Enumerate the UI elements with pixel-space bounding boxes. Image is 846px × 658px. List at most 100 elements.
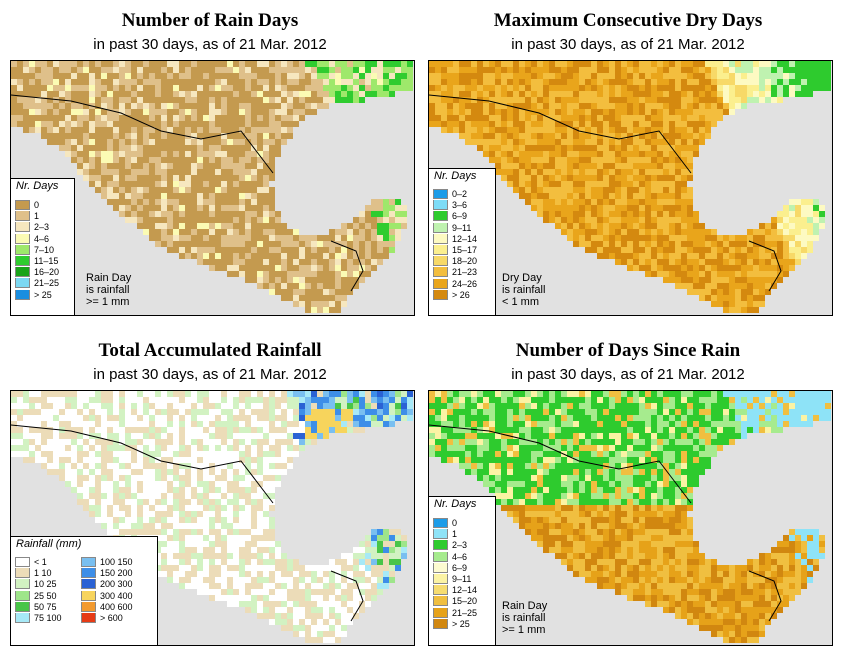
legend-label: 15–20 bbox=[452, 596, 478, 607]
legend-entry: 10 25 bbox=[15, 579, 57, 590]
legend-label: 4–6 bbox=[34, 233, 50, 244]
legend: Nr. Days 0 1 2–3 4–6 6–9 9–11 12–14 15–20 21–25 >… bbox=[428, 496, 496, 646]
legend-swatch bbox=[433, 607, 448, 618]
legend-swatch bbox=[433, 529, 448, 540]
legend-swatch bbox=[15, 256, 30, 266]
panel-title: Number of Days Since Rain bbox=[515, 340, 741, 361]
map-note: Rain Day is rainfall >= 1 mm bbox=[502, 600, 547, 636]
legend-entry: 200 300 bbox=[81, 579, 133, 590]
note-line: is rainfall bbox=[86, 284, 130, 296]
legend-swatch bbox=[433, 200, 448, 211]
legend-entry: 25 50 bbox=[15, 590, 57, 601]
legend-swatch bbox=[433, 267, 448, 278]
legend-label: 9–11 bbox=[452, 222, 472, 233]
legend-entry: 400 600 bbox=[81, 601, 133, 612]
legend-label: > 26 bbox=[452, 289, 470, 300]
legend-entry: 7–10 bbox=[15, 244, 55, 255]
legend-label: 1 bbox=[452, 529, 458, 540]
legend-entry: 16–20 bbox=[15, 267, 60, 278]
legend-label: 0 bbox=[452, 518, 458, 528]
legend-swatch bbox=[15, 613, 30, 623]
legend-label: 6–9 bbox=[452, 562, 468, 573]
legend-label: 1 bbox=[34, 211, 40, 222]
legend-entry: 0 bbox=[15, 200, 39, 210]
map-grid bbox=[11, 391, 413, 643]
panel-subtitle: in past 30 days, as of 21 Mar. 2012 bbox=[93, 366, 327, 383]
legend-swatch bbox=[15, 267, 30, 278]
legend-label: > 25 bbox=[452, 618, 470, 629]
legend-label: 7–10 bbox=[34, 244, 55, 255]
note-line: is rainfall bbox=[502, 284, 546, 296]
legend-label: 16–20 bbox=[34, 267, 60, 278]
legend-label: 300 400 bbox=[100, 590, 133, 601]
legend-entry: 1 10 bbox=[15, 568, 52, 579]
legend-label: 21–25 bbox=[452, 607, 478, 618]
map-grid bbox=[11, 61, 413, 313]
legend-swatch bbox=[15, 244, 30, 255]
legend-swatch bbox=[433, 256, 448, 267]
legend-swatch bbox=[433, 289, 448, 300]
legend-entry: 21–25 bbox=[15, 278, 60, 289]
legend-entry: 6–9 bbox=[433, 562, 468, 573]
legend-swatch bbox=[15, 233, 30, 244]
legend-title: Nr. Days bbox=[434, 170, 477, 182]
legend-label: 10 25 bbox=[34, 579, 57, 590]
legend-swatch bbox=[81, 601, 96, 612]
legend: Nr. Days 0–2 3–6 6–9 9–11 12–14 15–17 18–20 21–… bbox=[428, 168, 496, 316]
legend-swatch bbox=[433, 222, 448, 233]
panel-rain-days: Number of Rain Days in past 30 days, as … bbox=[4, 0, 416, 328]
legend-swatch bbox=[433, 189, 448, 199]
legend-label: 0–2 bbox=[452, 189, 468, 199]
legend-entry: 75 100 bbox=[15, 613, 62, 623]
legend-title: Nr. Days bbox=[434, 498, 477, 510]
legend-entry: > 26 bbox=[433, 289, 470, 300]
legend-entry: 1 bbox=[15, 211, 40, 222]
legend-entry: 18–20 bbox=[433, 256, 477, 267]
legend-label: 15–17 bbox=[452, 245, 478, 255]
legend-label: 2–3 bbox=[34, 222, 50, 233]
legend-entry: < 1 bbox=[15, 557, 47, 567]
country-border bbox=[11, 94, 364, 292]
legend-entry: 1 bbox=[433, 529, 458, 540]
legend-label: 21–25 bbox=[34, 278, 60, 289]
legend-label: 6–9 bbox=[452, 211, 468, 222]
legend-swatch bbox=[81, 568, 96, 579]
legend-swatch bbox=[15, 601, 30, 612]
legend: Nr. Days 0 1 2–3 4–6 7–10 11–15 16–20 21–25 > 25 bbox=[10, 178, 75, 316]
legend-entry: 4–6 bbox=[15, 233, 50, 244]
panel-title: Maximum Consecutive Dry Days bbox=[493, 10, 763, 31]
country-border bbox=[11, 424, 364, 622]
legend-swatch bbox=[433, 278, 448, 289]
legend-label: > 25 bbox=[34, 289, 52, 300]
legend-entry: 24–26 bbox=[433, 278, 478, 289]
map-canvas bbox=[11, 61, 413, 313]
map-total-rainfall bbox=[10, 390, 415, 646]
legend-entry: 300 400 bbox=[81, 590, 133, 601]
legend-swatch bbox=[433, 233, 448, 244]
legend-swatch bbox=[81, 590, 96, 601]
legend-swatch bbox=[15, 557, 30, 567]
legend-entry: 2–3 bbox=[433, 540, 467, 551]
legend-entry: 11–15 bbox=[15, 256, 58, 266]
panel-title: Total Accumulated Rainfall bbox=[98, 340, 322, 361]
note-line: Rain Day bbox=[502, 600, 548, 612]
legend-label: 50 75 bbox=[34, 601, 57, 612]
country-border bbox=[429, 424, 782, 622]
legend-label: 24–26 bbox=[452, 278, 478, 289]
legend-entry: 4–6 bbox=[433, 551, 468, 562]
legend-swatch bbox=[433, 585, 448, 596]
legend-swatch bbox=[433, 551, 448, 562]
legend-entry: 15–20 bbox=[433, 596, 478, 607]
legend-label: 12–14 bbox=[452, 233, 478, 244]
legend-entry: 12–14 bbox=[433, 585, 477, 596]
legend-swatch bbox=[81, 557, 96, 567]
note-line: < 1 mm bbox=[502, 296, 539, 308]
legend-entry: 9–11 bbox=[433, 574, 471, 584]
legend-swatch bbox=[15, 289, 30, 300]
legend-label: 4–6 bbox=[452, 551, 468, 562]
legend-entry: 0 bbox=[433, 518, 457, 528]
legend-swatch bbox=[433, 211, 448, 222]
note-line: >= 1 mm bbox=[502, 624, 546, 636]
legend-label: 21–23 bbox=[452, 267, 478, 278]
